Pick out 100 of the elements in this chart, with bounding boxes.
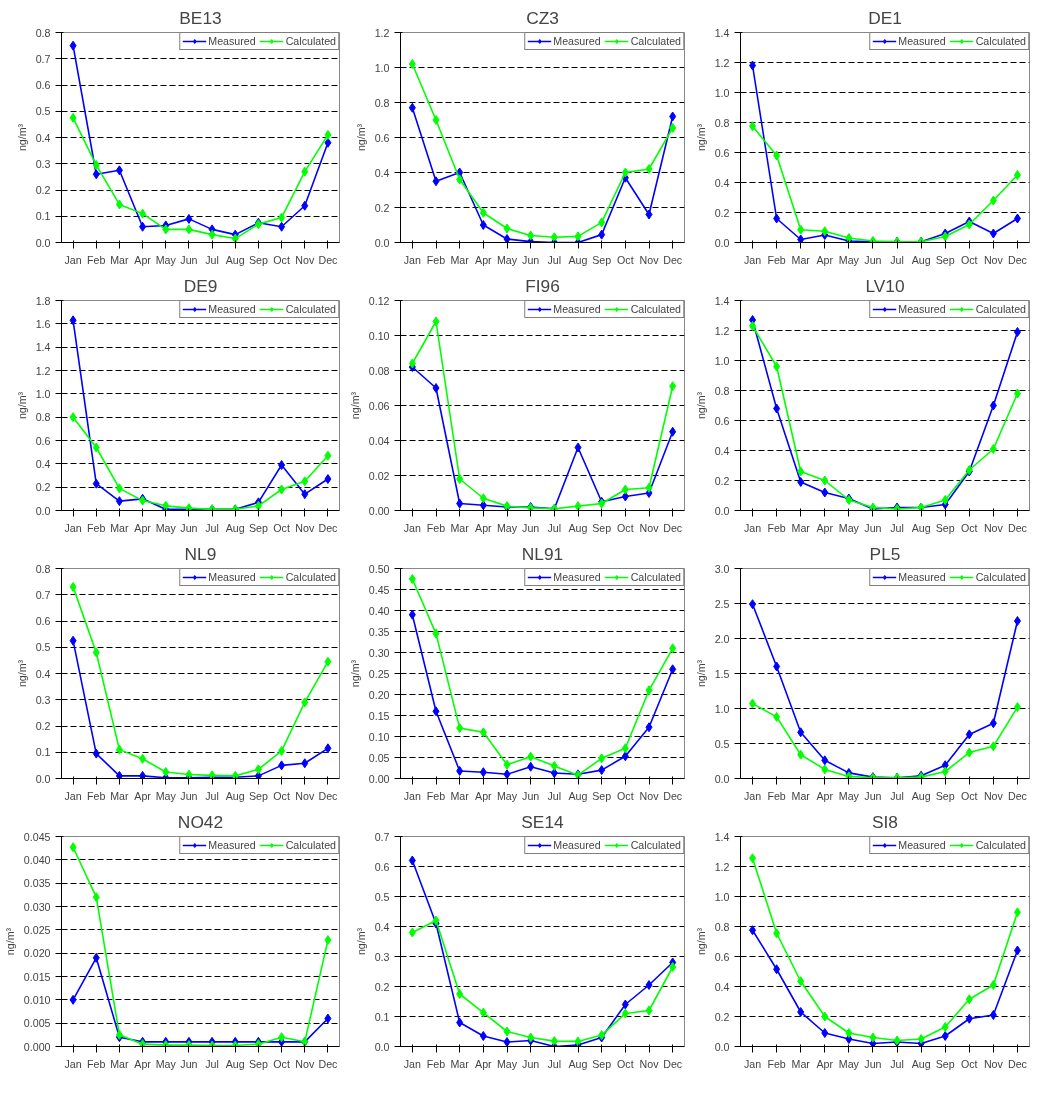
x-tick-label: Jun bbox=[180, 253, 198, 266]
x-tick-label: Dec bbox=[318, 1057, 339, 1070]
y-tick-label: 0.6 bbox=[714, 146, 730, 159]
legend-label: Measured bbox=[208, 571, 256, 583]
y-tick-label: 0.50 bbox=[368, 562, 390, 575]
x-tick-label: Feb bbox=[87, 521, 106, 534]
x-tick-label: Jul bbox=[547, 253, 562, 266]
x-tick-label: Aug bbox=[911, 1057, 931, 1070]
x-tick-label: May bbox=[838, 789, 860, 802]
y-tick-label: 0.6 bbox=[714, 950, 730, 963]
y-tick-label: 0.04 bbox=[368, 434, 390, 447]
x-tick-label: Apr bbox=[475, 789, 493, 802]
x-tick-label: May bbox=[496, 1057, 518, 1070]
x-tick-label: Aug bbox=[568, 1057, 588, 1070]
y-axis-title: ng/m³ bbox=[15, 123, 28, 152]
y-tick-label: 0.000 bbox=[23, 1040, 51, 1053]
y-tick-label: 1.0 bbox=[374, 61, 390, 74]
x-tick-label: Sep bbox=[592, 521, 612, 534]
x-tick-label: Oct bbox=[273, 253, 290, 266]
x-tick-label: Mar bbox=[110, 521, 130, 534]
x-tick-label: May bbox=[155, 1057, 177, 1070]
legend-label: Calculated bbox=[975, 303, 1026, 315]
x-tick-label: Feb bbox=[426, 521, 446, 534]
x-tick-label: Apr bbox=[134, 521, 152, 534]
x-tick-label: Jul bbox=[205, 789, 219, 802]
x-tick-label: Apr bbox=[816, 789, 834, 802]
y-tick-label: 0.8 bbox=[714, 384, 730, 397]
y-tick-label: 0.6 bbox=[374, 860, 390, 873]
y-tick-label: 0.040 bbox=[23, 853, 51, 866]
y-tick-label: 0.0 bbox=[374, 1040, 390, 1053]
x-tick-label: May bbox=[496, 253, 518, 266]
x-tick-label: Jul bbox=[547, 789, 562, 802]
x-tick-label: Mar bbox=[791, 521, 811, 534]
x-tick-label: May bbox=[155, 521, 177, 534]
y-axis-title: ng/m³ bbox=[348, 659, 361, 688]
y-axis-title: ng/m³ bbox=[348, 391, 361, 420]
x-tick-label: Dec bbox=[318, 521, 339, 534]
y-tick-label: 0.10 bbox=[368, 329, 390, 342]
x-tick-label: Oct bbox=[617, 253, 634, 266]
x-tick-label: Sep bbox=[935, 1057, 955, 1070]
chart-title: NO42 bbox=[177, 811, 224, 832]
legend-label: Calculated bbox=[975, 571, 1026, 583]
x-tick-label: Oct bbox=[961, 1057, 978, 1070]
x-tick-label: Jul bbox=[890, 253, 904, 266]
x-tick-label: Jan bbox=[743, 521, 762, 534]
x-tick-label: Aug bbox=[568, 253, 588, 266]
y-tick-label: 0.0 bbox=[714, 772, 730, 785]
x-tick-label: Apr bbox=[134, 789, 152, 802]
y-tick-label: 2.5 bbox=[714, 597, 730, 610]
y-tick-label: 1.0 bbox=[714, 890, 730, 903]
y-axis-title: ng/m³ bbox=[694, 927, 707, 956]
y-tick-label: 0.15 bbox=[368, 709, 390, 722]
x-tick-label: Jan bbox=[403, 253, 421, 266]
legend-label: Calculated bbox=[975, 35, 1026, 47]
y-tick-label: 0.0 bbox=[35, 504, 51, 517]
x-tick-label: Sep bbox=[248, 789, 268, 802]
x-tick-label: Mar bbox=[110, 789, 130, 802]
legend-label: Measured bbox=[553, 571, 601, 583]
x-tick-label: Mar bbox=[450, 521, 470, 534]
y-tick-label: 0.06 bbox=[368, 399, 390, 412]
x-tick-label: Mar bbox=[791, 789, 811, 802]
chart-title: LV10 bbox=[865, 275, 905, 296]
x-tick-label: Dec bbox=[1007, 521, 1028, 534]
x-tick-label: Oct bbox=[961, 253, 978, 266]
y-tick-label: 1.4 bbox=[35, 341, 51, 354]
y-tick-label: 0.2 bbox=[374, 980, 390, 993]
y-tick-label: 0.4 bbox=[35, 667, 51, 680]
legend-label: Calculated bbox=[630, 303, 681, 315]
x-tick-label: Jul bbox=[205, 1057, 219, 1070]
y-tick-label: 0.5 bbox=[374, 890, 390, 903]
x-tick-label: Feb bbox=[767, 253, 786, 266]
legend-label: Calculated bbox=[285, 303, 336, 315]
chart-title: NL9 bbox=[184, 543, 217, 564]
x-tick-label: Mar bbox=[110, 253, 130, 266]
y-tick-label: 0.2 bbox=[374, 201, 390, 214]
x-tick-label: Jun bbox=[522, 789, 540, 802]
x-tick-label: Jun bbox=[180, 789, 198, 802]
y-tick-label: 0.2 bbox=[714, 1010, 730, 1023]
x-tick-label: Nov bbox=[639, 521, 660, 534]
y-tick-label: 0.20 bbox=[368, 688, 390, 701]
x-tick-label: Oct bbox=[961, 789, 978, 802]
y-tick-label: 0.2 bbox=[35, 481, 51, 494]
chart-title: FI96 bbox=[525, 275, 560, 296]
x-tick-label: Oct bbox=[273, 521, 290, 534]
x-tick-label: Sep bbox=[592, 789, 612, 802]
y-tick-label: 0.10 bbox=[368, 730, 390, 743]
x-tick-label: Jul bbox=[890, 1057, 904, 1070]
x-tick-label: Jul bbox=[205, 521, 219, 534]
y-tick-label: 0.015 bbox=[23, 970, 51, 983]
x-tick-label: Apr bbox=[816, 521, 834, 534]
x-tick-label: Oct bbox=[961, 521, 978, 534]
x-tick-label: Sep bbox=[592, 253, 612, 266]
x-tick-label: Mar bbox=[450, 1057, 470, 1070]
y-tick-label: 0.2 bbox=[35, 184, 51, 196]
legend-label: Measured bbox=[898, 35, 946, 47]
x-tick-label: Aug bbox=[911, 789, 931, 802]
y-tick-label: 0.6 bbox=[35, 615, 51, 627]
x-tick-label: Sep bbox=[935, 521, 955, 534]
y-tick-label: 0.12 bbox=[368, 294, 390, 307]
y-tick-label: 0.5 bbox=[35, 641, 51, 654]
